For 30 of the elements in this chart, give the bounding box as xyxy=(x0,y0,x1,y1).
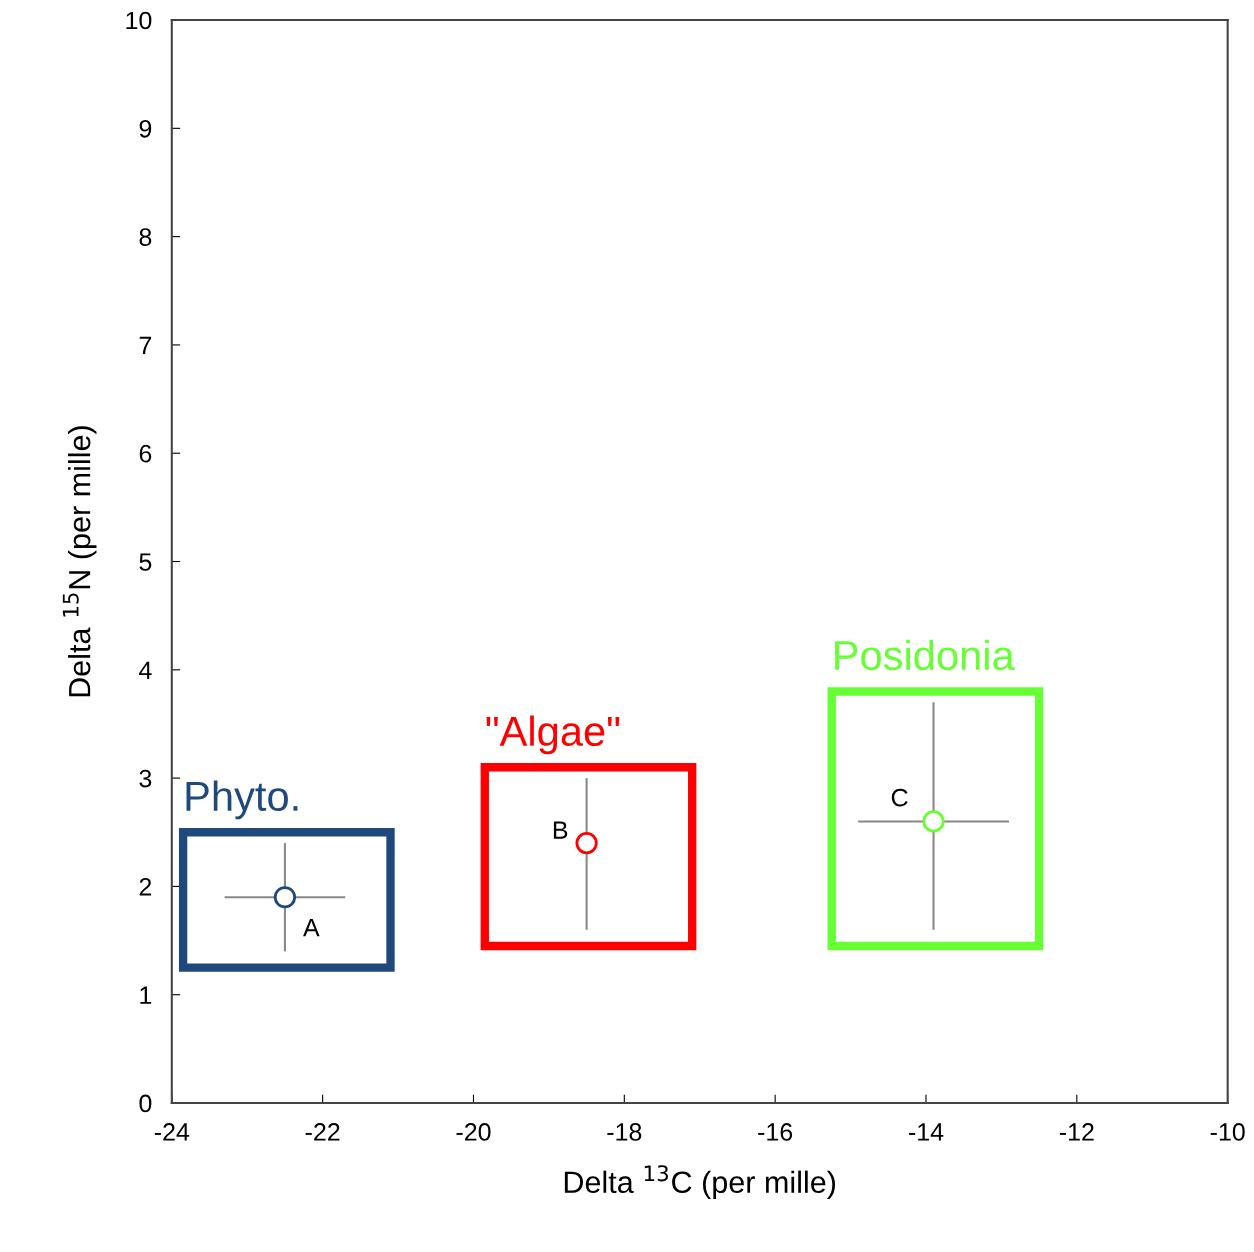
y-tick-label: 3 xyxy=(139,769,152,788)
y-tick-label: 10 xyxy=(126,11,152,30)
y-tick-label: 5 xyxy=(139,553,152,571)
x-axis-title: Delta $^{13}$C (per mille) xyxy=(564,1165,836,1200)
series-label: Phyto. xyxy=(186,780,298,820)
x-tick-label: -22 xyxy=(305,1123,340,1141)
x-tick-label: -12 xyxy=(1059,1123,1094,1141)
point xyxy=(575,831,598,855)
point xyxy=(922,810,945,833)
text: Posidonia xyxy=(835,639,1015,671)
annotation: A xyxy=(303,919,320,937)
y-axis-title: Delta $^{15}$N (per mille) xyxy=(62,426,97,697)
y-tick-label: 1 xyxy=(140,986,152,1004)
point xyxy=(273,886,297,909)
y-tick-label: 0 xyxy=(139,1094,152,1113)
x-tick-label: -16 xyxy=(758,1123,793,1141)
y-tick-label: 9 xyxy=(139,119,152,138)
y-tick-label: 2 xyxy=(139,878,152,896)
x-tick-label: -18 xyxy=(607,1123,642,1141)
y-tick-label: 8 xyxy=(139,228,152,246)
annotation: B xyxy=(553,821,568,839)
text: "Algae" xyxy=(486,715,620,755)
y-tick-label: 4 xyxy=(139,661,152,679)
x-tick-label: -20 xyxy=(456,1123,491,1141)
y-tick-label: 6 xyxy=(139,444,152,463)
x-tick-label: -24 xyxy=(154,1123,190,1141)
annotation: C xyxy=(891,788,908,807)
x-tick-label: -10 xyxy=(1210,1123,1245,1141)
x-tick-label: -14 xyxy=(909,1123,944,1141)
y-tick-label: 7 xyxy=(139,336,152,354)
